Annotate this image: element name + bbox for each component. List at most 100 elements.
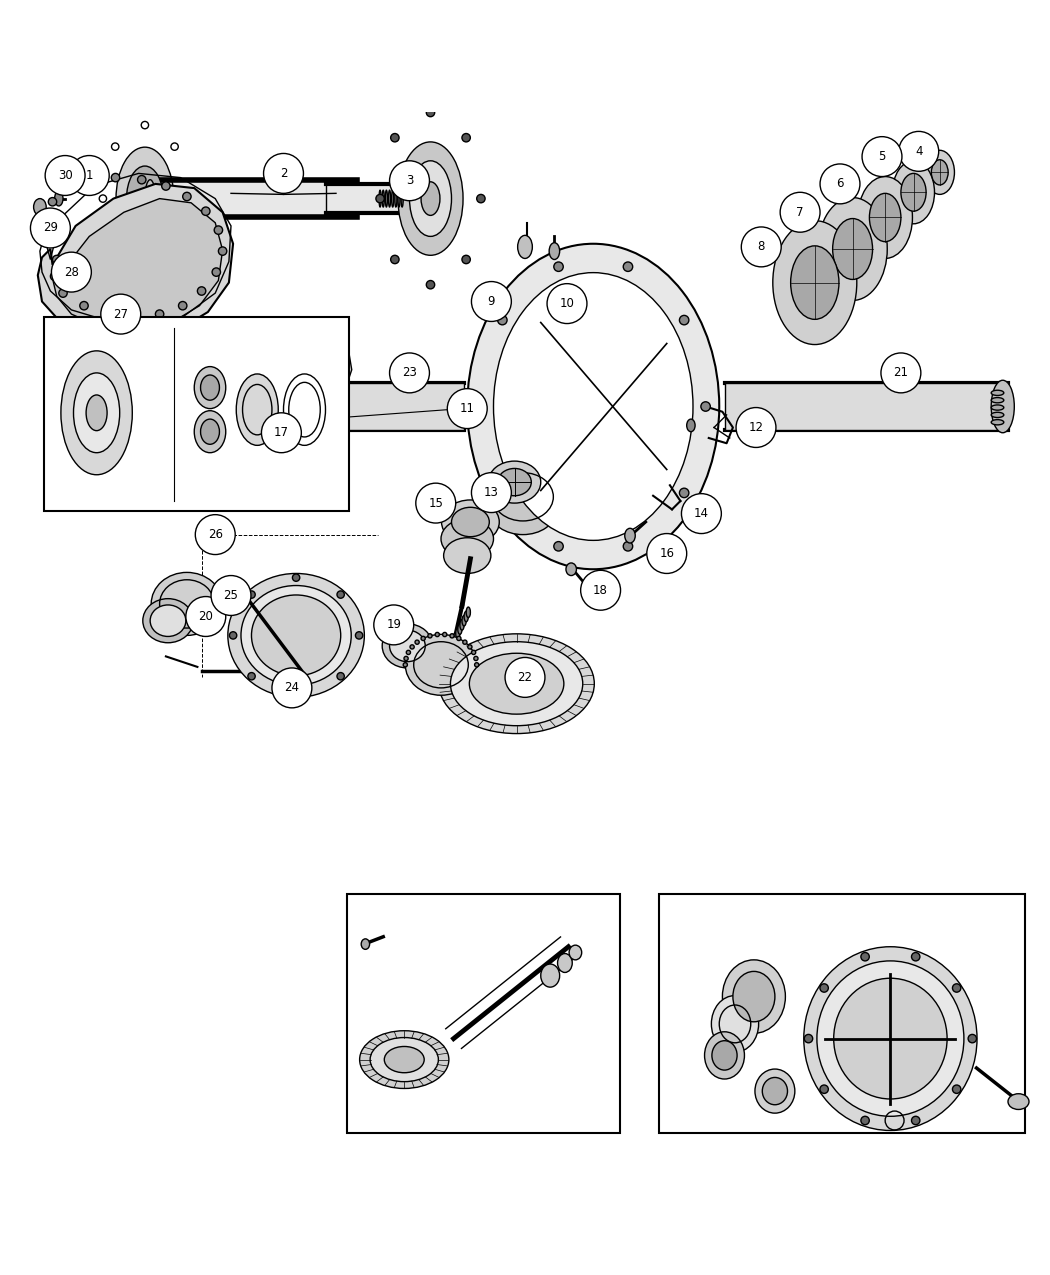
Text: 25: 25 [224, 589, 238, 602]
Circle shape [195, 515, 235, 555]
Ellipse shape [61, 351, 132, 474]
Circle shape [101, 295, 141, 334]
Ellipse shape [361, 938, 370, 950]
Ellipse shape [441, 519, 494, 558]
Ellipse shape [337, 672, 344, 680]
Ellipse shape [762, 1077, 788, 1104]
Bar [44, 317, 349, 511]
Text: 21: 21 [894, 366, 908, 380]
Ellipse shape [952, 1085, 961, 1094]
Ellipse shape [385, 190, 387, 207]
Circle shape [261, 413, 301, 453]
Ellipse shape [143, 599, 193, 643]
Circle shape [416, 483, 456, 523]
Ellipse shape [442, 500, 500, 544]
Ellipse shape [50, 272, 59, 280]
Ellipse shape [494, 273, 693, 541]
Ellipse shape [687, 419, 695, 432]
Text: 26: 26 [208, 528, 223, 541]
Ellipse shape [421, 636, 425, 640]
Ellipse shape [100, 195, 107, 203]
Ellipse shape [382, 623, 433, 668]
Ellipse shape [834, 978, 947, 1099]
Ellipse shape [376, 194, 384, 203]
Text: 2: 2 [279, 167, 288, 180]
Ellipse shape [712, 996, 758, 1052]
Ellipse shape [931, 159, 948, 185]
Ellipse shape [145, 180, 155, 218]
Text: 4: 4 [915, 145, 923, 158]
Text: 22: 22 [518, 671, 532, 683]
Ellipse shape [52, 163, 69, 180]
Ellipse shape [462, 616, 466, 626]
Ellipse shape [818, 198, 887, 301]
Ellipse shape [456, 629, 460, 639]
Ellipse shape [130, 312, 139, 320]
Ellipse shape [194, 367, 226, 408]
Ellipse shape [111, 247, 119, 254]
Ellipse shape [240, 585, 351, 685]
Ellipse shape [80, 301, 88, 310]
Bar [724, 384, 1008, 430]
Ellipse shape [624, 261, 633, 272]
Circle shape [899, 131, 939, 171]
Ellipse shape [755, 1068, 795, 1113]
Text: 10: 10 [560, 297, 574, 310]
Ellipse shape [415, 640, 419, 644]
Text: 7: 7 [796, 205, 804, 219]
Ellipse shape [991, 398, 1004, 403]
Circle shape [471, 473, 511, 513]
Ellipse shape [901, 173, 926, 212]
Circle shape [581, 570, 621, 611]
Ellipse shape [392, 190, 394, 207]
Text: 16: 16 [659, 547, 674, 560]
Ellipse shape [88, 177, 97, 186]
Ellipse shape [679, 315, 689, 325]
Circle shape [272, 668, 312, 708]
Ellipse shape [820, 984, 828, 992]
Ellipse shape [460, 620, 464, 630]
Ellipse shape [427, 634, 432, 638]
Ellipse shape [791, 246, 839, 319]
Ellipse shape [820, 1085, 828, 1094]
Polygon shape [38, 184, 233, 342]
Ellipse shape [251, 595, 340, 676]
Ellipse shape [197, 287, 206, 296]
Ellipse shape [59, 289, 67, 297]
Ellipse shape [477, 194, 485, 203]
Ellipse shape [212, 268, 220, 277]
Ellipse shape [858, 176, 912, 259]
Text: 17: 17 [274, 426, 289, 440]
Ellipse shape [435, 632, 439, 636]
Ellipse shape [391, 134, 399, 142]
Ellipse shape [74, 372, 120, 453]
Ellipse shape [991, 380, 1014, 432]
Ellipse shape [116, 147, 174, 250]
Ellipse shape [471, 650, 476, 654]
Circle shape [881, 353, 921, 393]
Ellipse shape [65, 186, 74, 194]
Circle shape [741, 227, 781, 266]
Ellipse shape [475, 663, 479, 667]
Ellipse shape [178, 301, 187, 310]
Ellipse shape [712, 1040, 737, 1070]
Ellipse shape [569, 945, 582, 960]
Text: 6: 6 [836, 177, 844, 190]
Text: 24: 24 [285, 681, 299, 695]
Circle shape [390, 353, 429, 393]
Ellipse shape [155, 310, 164, 319]
Ellipse shape [401, 190, 403, 207]
Ellipse shape [991, 390, 1004, 395]
Ellipse shape [447, 645, 452, 655]
Ellipse shape [804, 1034, 813, 1043]
Ellipse shape [457, 636, 461, 640]
Ellipse shape [403, 663, 407, 667]
Text: 13: 13 [484, 486, 499, 499]
Ellipse shape [452, 507, 489, 537]
Ellipse shape [391, 255, 399, 264]
Ellipse shape [464, 611, 468, 622]
Text: 15: 15 [428, 496, 443, 510]
Ellipse shape [861, 1117, 869, 1125]
Ellipse shape [968, 1034, 976, 1043]
Circle shape [862, 136, 902, 176]
